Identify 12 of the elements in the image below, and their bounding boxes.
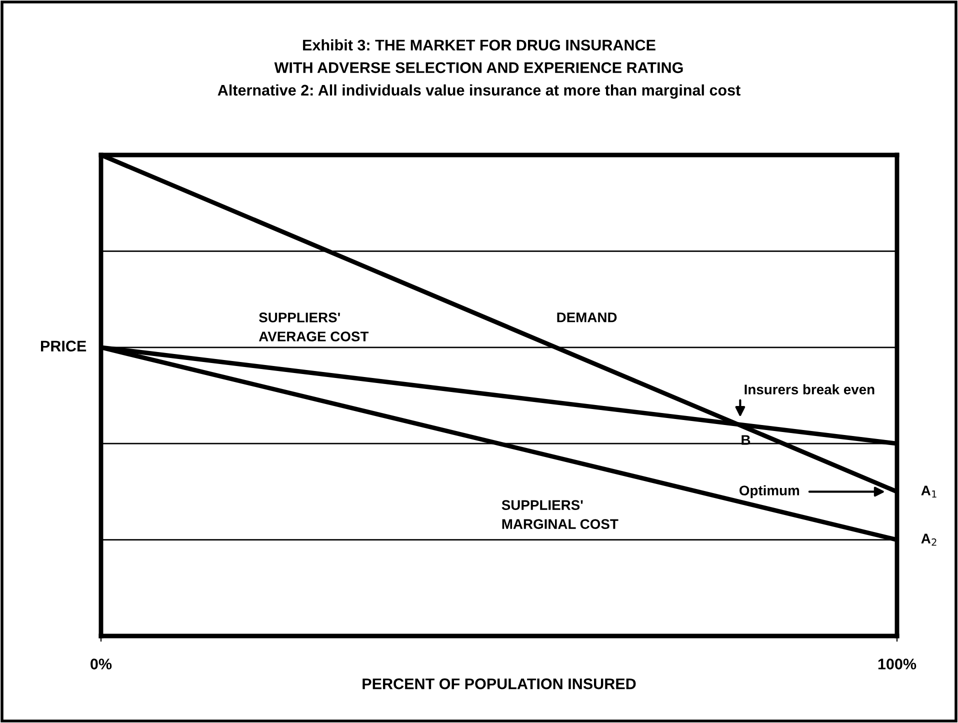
annotation: Optimum — [740, 485, 800, 498]
text: A$_{2}$ — [921, 534, 936, 546]
x-axis-title: PERCENT OF POPULATION INSURED — [362, 678, 636, 690]
x-tick-label: 0% — [90, 658, 112, 670]
chart-title: Exhibit 3: THE MARKET FOR DRUG INSURANCE WITH ADVERSE SELECTION AND EXPERIENCE RATING Alternative 2: All individuals value insurance at more than marginal cost — [218, 39, 740, 99]
x-tick-label: 100% — [878, 658, 916, 670]
y-axis-title: PRICE — [41, 340, 86, 352]
annotation: SUPPLIERS' AVERAGE COST — [258, 312, 369, 342]
annotation: DEMAND — [557, 312, 617, 322]
annotation: Insurers break even — [744, 384, 874, 394]
text: A$_{1}$ — [921, 486, 936, 498]
annotation: SUPPLIERS' MARGINAL COST — [502, 500, 618, 529]
